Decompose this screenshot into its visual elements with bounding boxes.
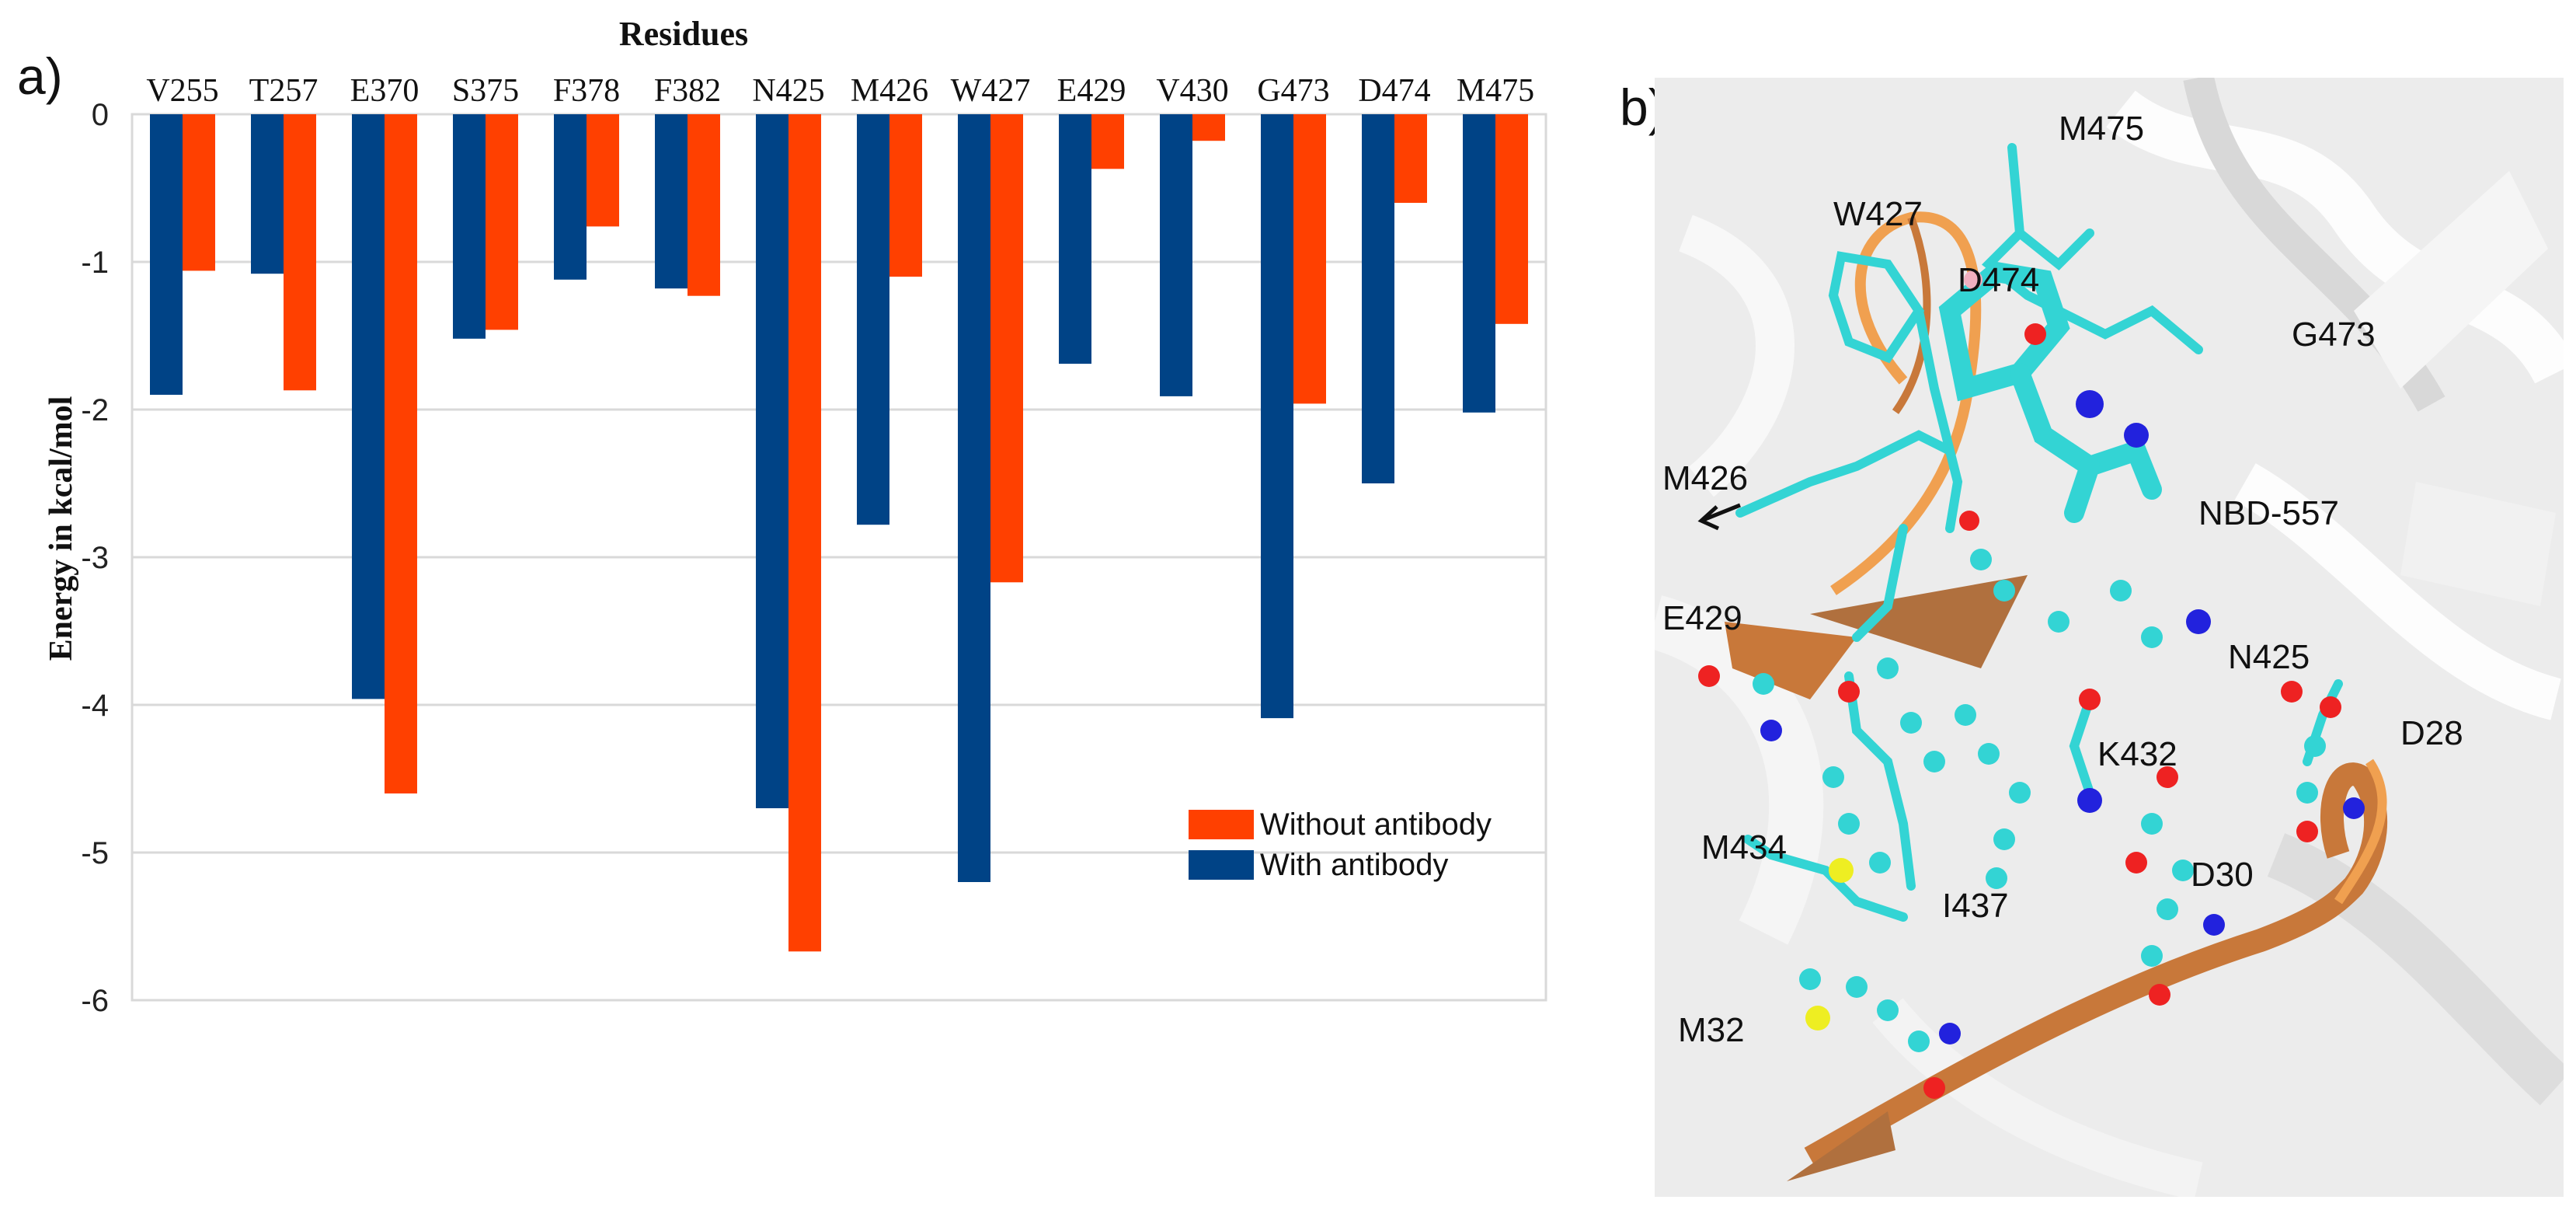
bar-w427-without <box>990 114 1023 583</box>
arrow-icon <box>1697 503 1741 531</box>
y-tick-labels: 0 -1 -2 -3 -4 -5 -6 <box>81 98 109 1018</box>
structure-label-w427: W427 <box>1833 195 1923 233</box>
bar-f382-without <box>688 114 720 296</box>
bar-d474-without <box>1394 114 1427 203</box>
structure-label-m434: M434 <box>1701 828 1787 867</box>
legend-swatch <box>1189 810 1254 839</box>
bar-g473-with <box>1261 114 1293 719</box>
bar-t257-without <box>284 114 316 391</box>
molecular-structure-image: M475 W427 D474 G473 M426 NBD-557 E429 N4… <box>1655 78 2564 1197</box>
bar-n425-without <box>788 114 821 952</box>
bar-s375-without <box>486 114 518 330</box>
bar-d474-with <box>1362 114 1394 483</box>
bar-m426-without <box>889 114 922 277</box>
structure-label-d30: D30 <box>2191 856 2254 894</box>
structure-label-n425: N425 <box>2228 638 2310 676</box>
x-tick-labels: V255 T257 E370 S375 F378 F382 N425 M426 W427 E429… <box>146 73 1534 109</box>
bar-v430-with <box>1160 114 1192 396</box>
structure-label-i437: I437 <box>1942 887 2009 925</box>
bar-m475-with <box>1463 114 1495 413</box>
y-tick-label: -3 <box>81 541 109 575</box>
x-tick-label: M426 <box>851 73 928 109</box>
bar-t257-with <box>251 114 284 274</box>
legend-swatch <box>1189 850 1254 880</box>
bar-e429-without <box>1091 114 1124 169</box>
x-tick-label: G473 <box>1257 73 1329 109</box>
bar-f378-without <box>587 114 619 227</box>
y-tick-label: -2 <box>81 393 109 427</box>
bar-n425-with <box>756 114 788 808</box>
structure-label-d28: D28 <box>2400 714 2463 752</box>
y-axis-label: Energy in kcal/mol <box>44 396 79 661</box>
bar-v255-with <box>150 114 183 395</box>
x-tick-label: E429 <box>1057 73 1126 109</box>
x-tick-label: E370 <box>350 73 419 109</box>
bars <box>150 114 1528 952</box>
structure-label-m475: M475 <box>2059 110 2144 148</box>
bar-f378-with <box>554 114 587 280</box>
panel-a-label: a) <box>17 47 63 105</box>
bar-e370-without <box>385 114 417 793</box>
bar-m426-with <box>857 114 889 525</box>
bar-chart: 0 -1 -2 -3 -4 -5 -6 V255 T257 E370 S375 F378 F382 N4… <box>44 15 1547 1018</box>
protein-ribbons-background <box>1655 78 2564 1197</box>
x-tick-label: W427 <box>951 73 1031 109</box>
x-tick-label: F378 <box>553 73 620 109</box>
x-tick-label: T257 <box>249 73 319 109</box>
x-tick-label: M475 <box>1457 73 1534 109</box>
structure-label-m32: M32 <box>1678 1011 1745 1049</box>
x-tick-label: N425 <box>752 73 824 109</box>
bar-v255-without <box>183 114 215 271</box>
structure-labels: M475 W427 D474 G473 M426 NBD-557 E429 N4… <box>1662 110 2463 1049</box>
x-tick-label: S375 <box>452 73 519 109</box>
structure-label-k432: K432 <box>2097 735 2177 773</box>
x-tick-label: F382 <box>654 73 721 109</box>
bar-e370-with <box>352 114 385 699</box>
bar-f382-with <box>655 114 688 289</box>
structure-label-g473: G473 <box>2292 316 2376 354</box>
structure-label-nbd557: NBD-557 <box>2198 494 2339 532</box>
x-tick-label: V255 <box>146 73 218 109</box>
chart-title: Residues <box>619 15 748 53</box>
atoms <box>1698 270 2365 1099</box>
structure-label-e429: E429 <box>1662 599 1742 637</box>
legend-label: Without antibody <box>1260 807 1492 842</box>
bar-m475-without <box>1495 114 1528 324</box>
x-tick-label: D474 <box>1358 73 1430 109</box>
x-tick-label: V430 <box>1156 73 1228 109</box>
legend-label: With antibody <box>1260 848 1448 882</box>
legend: Without antibody With antibody <box>1189 807 1492 882</box>
orange-ribbon <box>1725 211 2388 1181</box>
ligand-nbd557 <box>1938 261 2162 523</box>
bar-v430-without <box>1192 114 1225 141</box>
ligand-and-residues <box>1735 143 2343 922</box>
y-tick-label: -1 <box>81 246 109 280</box>
bar-w427-with <box>958 114 990 882</box>
bar-e429-with <box>1059 114 1091 364</box>
y-tick-label: -6 <box>81 984 109 1018</box>
structure-label-d474: D474 <box>1958 261 2039 299</box>
y-tick-label: -5 <box>81 836 109 870</box>
structure-label-m426: M426 <box>1662 459 1748 497</box>
y-tick-label: -4 <box>81 689 109 723</box>
bar-g473-without <box>1293 114 1326 404</box>
bar-s375-with <box>453 114 486 339</box>
y-tick-label: 0 <box>92 98 109 132</box>
